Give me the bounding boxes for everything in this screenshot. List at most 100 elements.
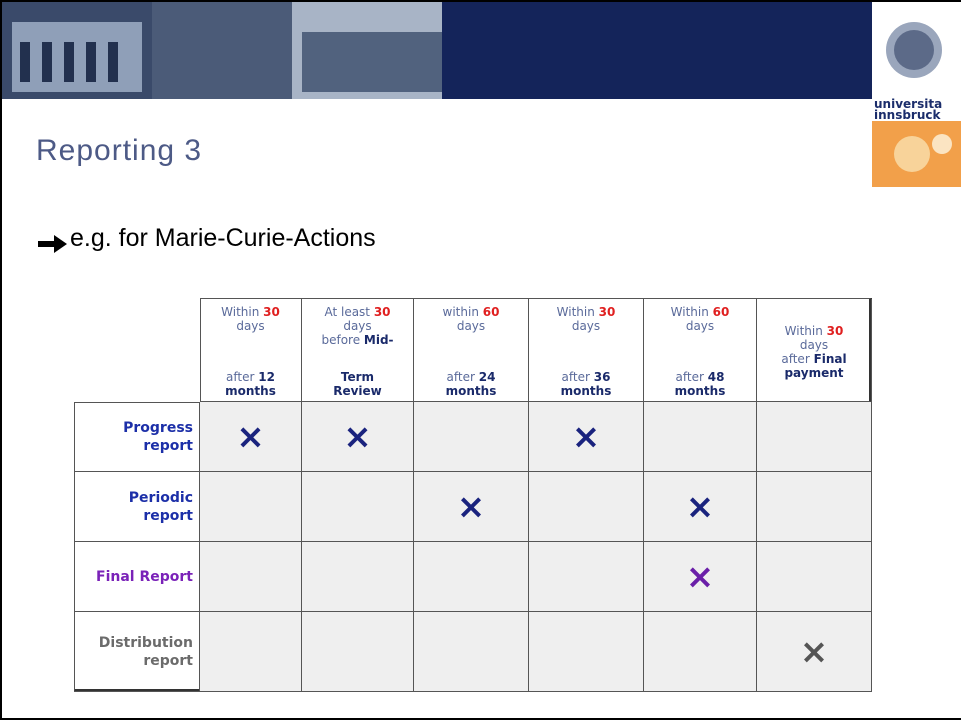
column-header: Within 60 days after 48 months [644, 299, 757, 402]
header-line: within 60 [443, 305, 500, 319]
header-line: Within 30 [557, 305, 616, 319]
header-text: days [343, 319, 372, 333]
column-header: Within 30 days after Final payment [757, 299, 872, 402]
header-group: after 24 months [446, 370, 497, 398]
header-text: months [560, 384, 612, 398]
header-line: before Mid- [321, 333, 393, 347]
header-text: 12 [258, 370, 275, 384]
header-line: Within 30 [781, 324, 846, 338]
header-text: 24 [478, 370, 496, 384]
column-header: At least 30 days before Mid- Term Review [302, 299, 414, 402]
header-line: after 24 [446, 370, 497, 384]
arrow-icon [38, 235, 67, 253]
header-text: months [225, 384, 276, 398]
row-label-line: Final Report [96, 568, 193, 585]
row-label-line: Progress [123, 419, 193, 436]
logo-line: innsbruck [874, 108, 941, 122]
header-text: 30 [263, 305, 280, 319]
header-line: months [675, 384, 726, 398]
header-text: 30 [826, 323, 844, 338]
header-line: Review [333, 384, 382, 398]
header-text: 48 [707, 370, 725, 384]
header-text: Final [813, 351, 847, 366]
header-text: 60 [482, 305, 500, 319]
table-cell: × [757, 612, 872, 692]
header-line: months [225, 384, 276, 398]
header-text: Review [333, 384, 382, 398]
logo-pattern [872, 121, 961, 187]
table-frame [200, 298, 872, 402]
logo-line: universita [874, 97, 943, 111]
header-text: after [446, 370, 479, 384]
header-text: after [561, 370, 594, 384]
header-text: Term [340, 370, 375, 384]
row-label: Distribution report [74, 612, 200, 692]
header-line: days [671, 319, 730, 333]
header-text: Within [556, 305, 599, 319]
column-header: Within 30 days after 12 months [200, 299, 302, 402]
header-text: Within [221, 305, 264, 319]
header-line: days [781, 338, 846, 352]
check-mark: × [685, 486, 715, 527]
table-cell [757, 542, 872, 612]
column-header: Within 30 days after 36 months [529, 299, 644, 402]
header-line: after 12 [225, 370, 276, 384]
row-label-line: report [143, 652, 193, 669]
table-cell [302, 472, 414, 542]
header-text: days [571, 319, 601, 333]
header-text: days [236, 319, 265, 333]
table-cell [757, 402, 872, 472]
table-cell [529, 472, 644, 542]
table-cell: × [302, 402, 414, 472]
header-line: months [561, 384, 612, 398]
header-group: Term Review [333, 370, 382, 398]
table-cell [529, 542, 644, 612]
table-cell [200, 472, 302, 542]
header-line: days [557, 319, 616, 333]
header-banner [2, 2, 961, 99]
row-label-line: report [143, 507, 193, 524]
table-cell [302, 542, 414, 612]
header-text: 30 [598, 305, 616, 319]
header-group: after 48 months [675, 370, 726, 398]
header-line: days [321, 319, 393, 333]
header-text: 30 [373, 305, 391, 319]
table-cell [200, 542, 302, 612]
header-group: within 60 days [443, 305, 500, 333]
logo-text: universita innsbruck [874, 97, 943, 122]
header-text: days [799, 337, 829, 352]
check-mark: × [343, 416, 372, 457]
header-text: after [781, 351, 814, 366]
check-mark: × [456, 486, 486, 527]
header-group: Within 30 days after Final payment [781, 324, 846, 380]
header-text: Within [670, 305, 713, 319]
header-group: after 12 months [225, 370, 276, 398]
header-text: after [226, 370, 259, 384]
check-mark: × [571, 416, 601, 457]
header-line: after 36 [561, 370, 612, 384]
table-cell [414, 612, 529, 692]
header-text: days [685, 319, 715, 333]
header-line: payment [781, 366, 846, 380]
header-text: months [445, 384, 497, 398]
header-text: 36 [593, 370, 611, 384]
header-group: Within 30 days [221, 305, 280, 333]
table-cell [644, 402, 757, 472]
header-text: Mid- [363, 333, 394, 347]
header-text: Within [784, 323, 827, 338]
check-mark: × [799, 631, 829, 672]
row-label-line: Periodic [128, 489, 193, 506]
header-group: Within 30 days [557, 305, 616, 333]
column-header: within 60 days after 24 months [414, 299, 529, 402]
check-mark: × [685, 556, 715, 597]
slide-title: Reporting 3 [36, 134, 203, 167]
slide-subtitle: e.g. for Marie-Curie-Actions [70, 224, 376, 252]
header-line: months [446, 384, 497, 398]
row-label: Periodic report [74, 472, 200, 542]
header-text: before [321, 333, 364, 347]
header-line: days [443, 319, 500, 333]
row-label-line: report [143, 437, 193, 454]
table-cell: × [644, 472, 757, 542]
table-cell [414, 542, 529, 612]
